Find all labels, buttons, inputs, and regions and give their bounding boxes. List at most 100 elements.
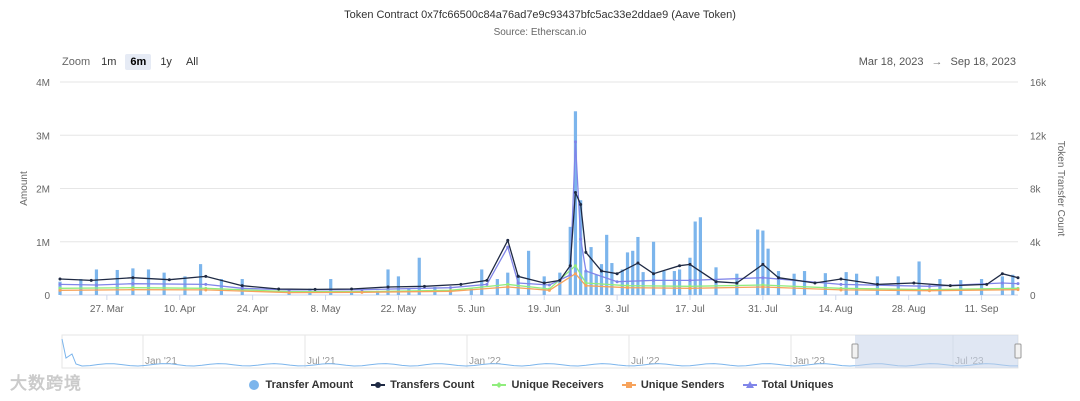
transfers-count-point xyxy=(599,269,603,273)
bar xyxy=(526,250,531,295)
bar xyxy=(802,271,807,295)
total-uniques-point xyxy=(584,269,588,273)
zoom-1m-button[interactable]: 1m xyxy=(101,56,117,68)
bar xyxy=(792,273,796,295)
bar xyxy=(631,250,635,295)
navigator-label: Jul '21 xyxy=(307,356,336,367)
bar xyxy=(542,276,546,295)
bar xyxy=(605,234,609,295)
bar xyxy=(959,280,963,295)
transfers-count-point xyxy=(839,277,843,281)
chart-subtitle: Source: Etherscan.io xyxy=(493,27,587,38)
transfers-count-point xyxy=(1000,272,1004,276)
bar xyxy=(677,269,682,295)
y-left-axis-label: Amount xyxy=(19,171,30,206)
transfers-count-point xyxy=(761,262,765,266)
transfers-count-point xyxy=(912,281,916,285)
bar xyxy=(698,217,703,295)
total-uniques-point xyxy=(204,282,208,286)
legend-total-uniques[interactable]: Total Uniques xyxy=(742,379,834,391)
legend-unique-senders[interactable]: Unique Senders xyxy=(621,379,725,391)
y-left-tick-label: 2M xyxy=(36,185,50,196)
bar xyxy=(573,111,578,295)
bar xyxy=(766,248,770,295)
x-tick-label: 28. Aug xyxy=(892,304,926,315)
total-uniques-point xyxy=(573,140,577,144)
unique-receivers-point xyxy=(506,282,510,286)
legend-transfers-count[interactable]: Transfers Count xyxy=(371,379,474,391)
total-uniques-point xyxy=(927,284,931,288)
bar xyxy=(579,200,583,295)
transfers-count-point xyxy=(735,281,739,285)
transfers-count-line xyxy=(59,192,1019,291)
chart-title: Token Contract 0x7fc66500c84a76ad7e9c934… xyxy=(344,9,736,21)
total-uniques-line xyxy=(59,141,1019,291)
zoom-6m-button[interactable]: 6m xyxy=(125,54,152,70)
unique-senders-point xyxy=(927,289,931,293)
bar xyxy=(417,257,421,295)
bar xyxy=(599,264,604,295)
bar xyxy=(672,271,676,295)
legend-transfers-count-label: Transfers Count xyxy=(390,379,475,391)
total-uniques-point xyxy=(506,245,510,249)
y-left-tick-label: 0 xyxy=(44,291,50,302)
bar xyxy=(495,279,499,295)
unique-senders-point xyxy=(1016,288,1020,292)
transfers-count-point xyxy=(485,278,489,282)
zoom-all-button[interactable]: All xyxy=(185,56,199,68)
bar xyxy=(198,264,203,295)
total-uniques-point xyxy=(1016,282,1020,286)
legend-transfer-amount-symbol xyxy=(247,380,261,390)
legend-transfer-amount[interactable]: Transfer Amount xyxy=(247,379,354,391)
transfers-count-point xyxy=(542,281,546,285)
unique-receivers-point xyxy=(573,264,577,268)
unique-senders-point xyxy=(58,288,62,292)
legend-transfer-amount-label: Transfer Amount xyxy=(265,379,354,391)
bar xyxy=(610,263,614,295)
unique-senders-point xyxy=(448,289,452,293)
zoom-1y-button[interactable]: 1y xyxy=(160,56,172,68)
navigator-label: Jan '23 xyxy=(793,356,825,367)
bar xyxy=(761,230,765,295)
bar xyxy=(146,269,151,295)
zoom-selector: Zoom 1m 6m 1y All xyxy=(62,54,203,70)
transfers-count-point xyxy=(313,287,317,291)
y-left-tick-label: 1M xyxy=(36,238,50,249)
legend-unique-receivers-label: Unique Receivers xyxy=(511,379,604,391)
range-from-input[interactable]: Mar 18, 2023 xyxy=(858,56,924,68)
range-to-input[interactable]: Sep 18, 2023 xyxy=(950,56,1016,68)
bar xyxy=(375,290,380,295)
x-tick-label: 10. Apr xyxy=(164,304,196,315)
unique-senders-point xyxy=(761,285,765,289)
bar xyxy=(938,279,942,295)
transfers-count-point xyxy=(240,284,244,288)
unique-senders-point xyxy=(688,286,692,290)
bar xyxy=(844,272,848,295)
total-uniques-point xyxy=(568,273,572,277)
total-uniques-point xyxy=(547,283,551,287)
transfers-count-point xyxy=(89,278,93,282)
transfers-count-point xyxy=(204,274,208,278)
transfers-count-point xyxy=(584,250,588,254)
bar xyxy=(688,257,692,295)
legend-unique-receivers[interactable]: Unique Receivers xyxy=(492,379,604,391)
unique-senders-point xyxy=(204,288,208,292)
transfers-count-point xyxy=(573,190,577,194)
bar xyxy=(641,272,645,295)
watermark-logo: 大数跨境 xyxy=(10,374,82,393)
legend-transfers-count-symbol xyxy=(371,380,386,390)
legend-total-uniques-label: Total Uniques xyxy=(761,379,834,391)
legend: Transfer Amount Transfers Count Unique R… xyxy=(0,379,1080,391)
legend-unique-receivers-symbol xyxy=(492,380,507,390)
transfers-count-point xyxy=(678,264,682,268)
total-uniques-point xyxy=(688,278,692,282)
bar xyxy=(219,279,224,295)
bar xyxy=(469,288,473,295)
total-uniques-point xyxy=(615,280,619,284)
unique-senders-point xyxy=(287,291,291,295)
transfers-count-point xyxy=(131,276,135,280)
transfers-count-point xyxy=(579,202,583,206)
bar xyxy=(636,236,640,295)
transfers-count-point xyxy=(714,280,718,284)
